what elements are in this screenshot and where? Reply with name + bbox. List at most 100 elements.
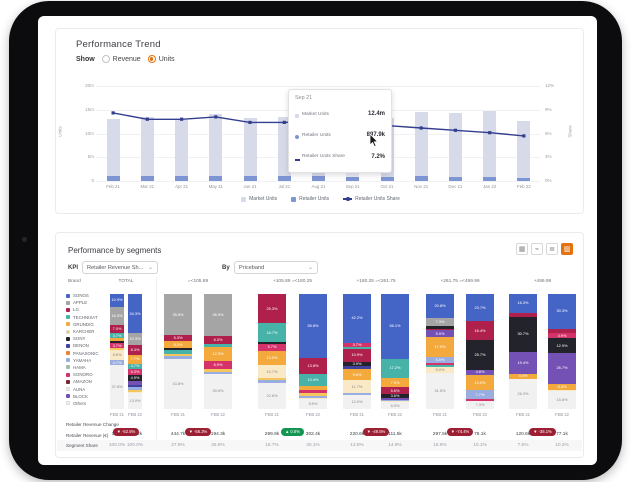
bar-segment-yamaha[interactable] (204, 371, 232, 374)
bar-segment-sony[interactable]: 4.9% (128, 375, 142, 381)
retailer-units-bar[interactable] (140, 176, 154, 181)
bar-segment-auna[interactable]: 5.0% (426, 366, 454, 373)
legend-retailer-units-share[interactable]: Retailer Units Share (343, 196, 400, 202)
bar-segment-sonos[interactable]: 16.3% (509, 294, 537, 313)
bar-segment-auna[interactable] (548, 389, 576, 392)
brand-legend-item[interactable]: BLOCK (66, 393, 110, 400)
bar-segment-denon[interactable] (128, 384, 142, 388)
market-units-bar[interactable] (140, 117, 154, 181)
bar-segment-yamaha[interactable]: 4.7% (110, 360, 124, 366)
bar-segment-sonos[interactable]: 55.8% (299, 294, 327, 359)
bar-segment-sony[interactable]: 3.9% (343, 361, 371, 367)
radio-revenue-icon[interactable] (101, 55, 110, 63)
brand-legend-item[interactable]: SONORO (66, 371, 110, 378)
bar-segment-sonoro[interactable]: 5.7% (258, 343, 286, 351)
bar-segment-others[interactable]: 37.8% (110, 365, 124, 409)
bar-segment-sonos[interactable]: 23.7% (466, 294, 494, 322)
bar-segment-others[interactable]: 8.9% (299, 398, 327, 409)
bar-segment-apple[interactable]: 7.3% (426, 317, 454, 327)
stacked-chart-icon[interactable]: ▥ (561, 243, 573, 255)
bar-segment-lg[interactable]: 10.9% (343, 349, 371, 362)
bar-segment-grundig[interactable] (110, 337, 124, 342)
share-point[interactable] (522, 134, 526, 138)
brand-legend-item[interactable]: AMAZON (66, 378, 110, 385)
bar-segment-karcher[interactable] (258, 377, 286, 381)
stacked-bar[interactable]: 56.1% 17.2% 7.9% 5.6% 3.6% 6.0% (381, 294, 409, 409)
brand-legend-item[interactable]: HAMA (66, 364, 110, 371)
bar-segment-lg[interactable]: 16.4% (466, 321, 494, 341)
brand-legend-item[interactable]: SONOS (66, 292, 110, 299)
bar-segment-karcher[interactable] (128, 389, 142, 392)
bar-segment-yamaha[interactable] (258, 380, 286, 383)
market-units-bar[interactable] (483, 110, 497, 181)
bar-segment-block[interactable]: 4.8% (466, 369, 494, 376)
bar-segment-sonos[interactable]: 30.3% (548, 294, 576, 329)
bar-segment-others[interactable]: 6.0% (381, 402, 409, 409)
bar-segment-grundig[interactable]: 4.0% (509, 374, 537, 379)
radio-revenue[interactable]: Revenue (101, 55, 141, 63)
brand-legend-item[interactable]: AUNA (66, 385, 110, 392)
bar-segment-auna[interactable] (299, 397, 327, 399)
bar-segment-technisat[interactable]: 4.7% (128, 363, 142, 370)
bar-segment-karcher[interactable] (164, 353, 192, 356)
brand-legend-item[interactable]: TECHNISAT (66, 314, 110, 321)
bar-segment-sony[interactable] (164, 348, 192, 350)
bar-segment-yamaha[interactable] (343, 393, 371, 396)
bar-segment-grundig[interactable]: 5.3% (548, 383, 576, 390)
retailer-units-bar[interactable] (483, 176, 497, 181)
brand-legend-item[interactable]: APPLE (66, 299, 110, 306)
bar-segment-block[interactable] (381, 397, 409, 400)
bar-segment-technisat[interactable] (426, 364, 454, 367)
stacked-bar[interactable]: 25.3% 16.7% 5.7% 13.0% 10.7% 22.6% (258, 294, 286, 409)
bar-segment-technisat[interactable] (164, 349, 192, 354)
brand-legend-item[interactable]: PANASONIC (66, 350, 110, 357)
stacked-bar[interactable]: 34.3% 10.3% 8.3% 7.7% 4.7% 5.3% 4.9% 13.9% (128, 294, 142, 409)
bar-segment-block[interactable]: 5.9% (426, 330, 454, 338)
bar-segment-karcher[interactable] (204, 369, 232, 372)
bar-segment-yamaha[interactable] (381, 399, 409, 401)
bar-segment-block[interactable]: 26.7% (548, 353, 576, 384)
bar-segment-lg[interactable]: 8.3% (128, 345, 142, 355)
bar-segment-grundig[interactable]: 7.9% (381, 378, 409, 388)
bar-segment-technisat[interactable]: 3.7% (110, 333, 124, 338)
brand-legend-item[interactable]: KARCHER (66, 328, 110, 335)
bar-segment-sonos[interactable]: 10.9% (110, 294, 124, 307)
retailer-units-bar[interactable] (106, 175, 120, 181)
bar-segment-apple[interactable]: 16.3% (110, 306, 124, 326)
retailer-units-bar[interactable] (517, 177, 531, 181)
legend-retailer-units[interactable]: Retailer Units (291, 196, 329, 202)
retailer-units-bar[interactable] (277, 176, 291, 181)
stacked-bar[interactable]: 10.9% 16.3% 7.0% 3.7% 3.7% 8.6% 4.7% 37.8% (110, 294, 124, 409)
market-units-bar[interactable] (209, 113, 223, 181)
bar-segment-lg[interactable] (548, 328, 576, 333)
share-point[interactable] (180, 117, 184, 121)
market-units-bar[interactable] (106, 119, 120, 181)
retailer-units-bar[interactable] (312, 176, 325, 181)
market-units-bar[interactable] (277, 117, 291, 181)
bar-segment-grundig[interactable]: 17.0% (426, 337, 454, 357)
bar-segment-others[interactable]: 22.6% (258, 382, 286, 409)
bar-segment-sony[interactable]: 12.9% (548, 338, 576, 354)
bar-segment-technisat[interactable] (204, 343, 232, 348)
legend-market-units[interactable]: Market Units (241, 196, 277, 202)
horizontal-bars-icon[interactable]: ≣ (546, 243, 558, 255)
bar-segment-auna[interactable]: 11.7% (343, 379, 371, 394)
bar-segment-lg[interactable] (426, 328, 454, 331)
bar-segment-others[interactable]: 12.0% (343, 395, 371, 409)
bar-segment-yamaha[interactable]: 7.7% (466, 390, 494, 399)
bar-segment-sonoro[interactable]: 3.7% (110, 343, 124, 348)
stacked-bar[interactable]: 30.3% 4.9% 12.9% 26.7% 5.3% 15.6% (548, 294, 576, 409)
bar-segment-yamaha[interactable] (164, 355, 192, 359)
bar-segment-technisat[interactable]: 17.2% (381, 358, 409, 379)
brand-legend-item[interactable]: Others (66, 400, 110, 407)
bar-segment-sonoro[interactable] (426, 362, 454, 365)
bar-segment-grundig[interactable]: 9.6% (343, 368, 371, 380)
bar-segment-auna[interactable] (381, 400, 409, 403)
bar-segment-auna[interactable] (128, 391, 142, 393)
radio-units-icon[interactable] (147, 55, 156, 63)
bar-segment-apple[interactable]: 10.3% (128, 333, 142, 346)
bar-segment-sony[interactable]: 25.7% (466, 340, 494, 370)
share-point[interactable] (145, 117, 149, 121)
bar-segment-block[interactable]: 19.4% (509, 351, 537, 375)
bar-segment-auna[interactable]: 8.6% (110, 350, 124, 361)
